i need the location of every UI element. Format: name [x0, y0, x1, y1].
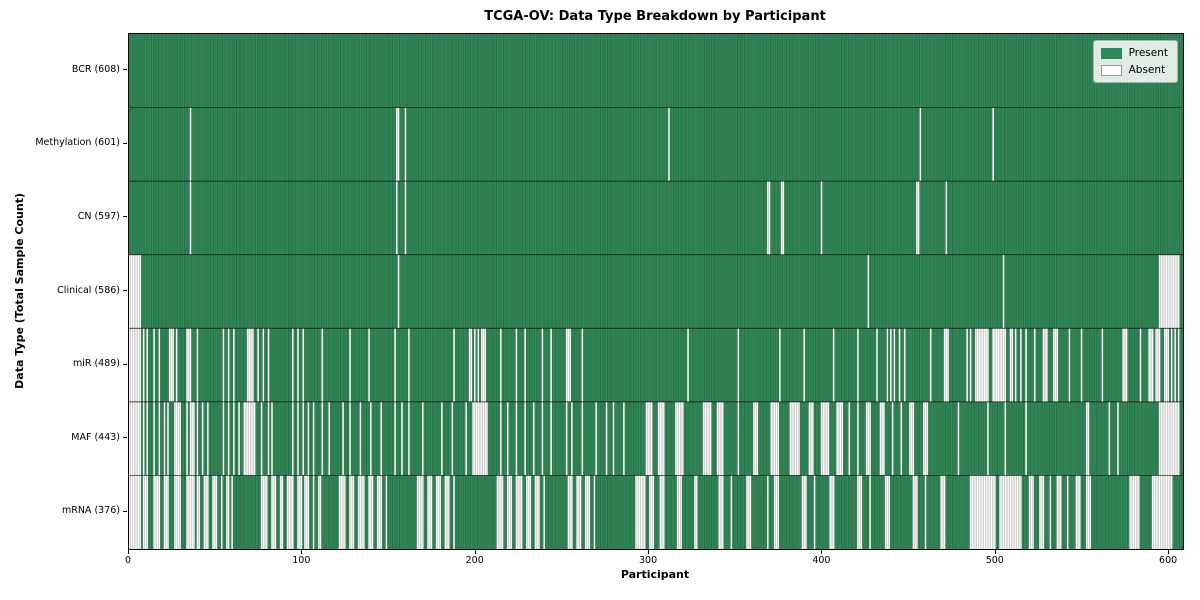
- plot-area: Present Absent: [128, 33, 1184, 550]
- y-tick-mark-cn: [123, 216, 127, 218]
- x-tick-mark-300: [648, 550, 650, 554]
- x-tick-mark-100: [301, 550, 303, 554]
- x-tick-label-600: 600: [1159, 555, 1178, 566]
- x-tick-label-100: 100: [292, 555, 311, 566]
- x-tick-label-200: 200: [465, 555, 484, 566]
- y-tick-label-bcr: BCR (608): [71, 63, 120, 75]
- x-tick-label-400: 400: [812, 555, 831, 566]
- heatmap-canvas: [129, 34, 1183, 549]
- x-tick-label-500: 500: [985, 555, 1004, 566]
- y-tick-mark-maf: [123, 437, 127, 439]
- x-tick-mark-600: [1168, 550, 1170, 554]
- legend-item-absent: Absent: [1100, 64, 1168, 76]
- y-tick-label-mir: miR (489): [72, 358, 120, 370]
- x-tick-mark-400: [821, 550, 823, 554]
- y-tick-mark-methylation: [123, 142, 127, 144]
- legend-label-absent: Absent: [1128, 64, 1166, 76]
- y-tick-label-methylation: Methylation (601): [35, 137, 120, 149]
- absent-swatch: [1100, 64, 1122, 76]
- y-tick-label-clinical: Clinical (586): [57, 284, 120, 296]
- legend-label-present: Present: [1128, 47, 1168, 59]
- legend: Present Absent: [1092, 40, 1178, 83]
- y-tick-mark-bcr: [123, 69, 127, 71]
- y-tick-label-mrna: mRNA (376): [61, 505, 120, 517]
- y-tick-label-cn: CN (597): [77, 210, 120, 222]
- x-axis-label: Participant: [620, 568, 690, 581]
- y-tick-label-maf: MAF (443): [71, 431, 120, 443]
- x-tick-mark-0: [128, 550, 129, 554]
- x-tick-label-300: 300: [638, 555, 658, 566]
- x-tick-label-0: 0: [124, 555, 132, 566]
- y-tick-mark-clinical: [123, 290, 127, 291]
- x-tick-mark-200: [474, 550, 476, 554]
- present-swatch: [1100, 47, 1122, 59]
- x-tick-mark-500: [994, 550, 996, 554]
- chart-title: TCGA-OV: Data Type Breakdown by Particip…: [484, 9, 826, 24]
- y-tick-mark-mir: [123, 363, 127, 365]
- legend-item-present: Present: [1100, 47, 1168, 59]
- y-tick-mark-mrna: [123, 510, 127, 512]
